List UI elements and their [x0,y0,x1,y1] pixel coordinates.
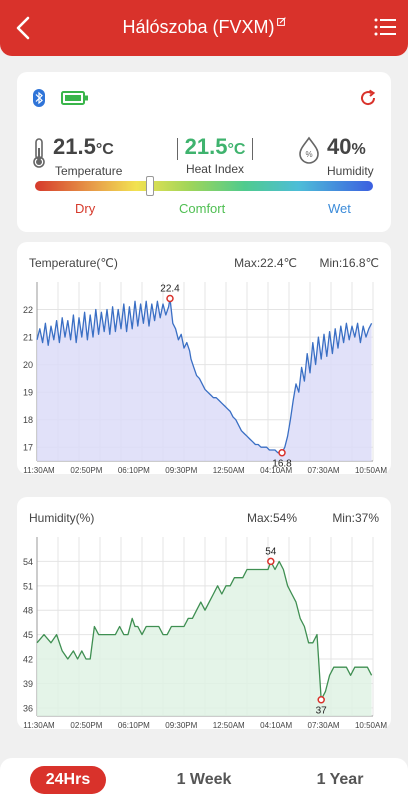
y-tick-label: 42 [23,655,33,665]
top-app-bar: Hálószoba (FVXM) [0,0,408,56]
series-line [36,297,373,454]
edit-icon[interactable] [276,17,286,26]
min-point-label: 37 [316,706,328,717]
comfort-gradient-bar [35,181,373,191]
y-tick-label: 51 [23,581,33,591]
battery-icon [61,91,88,105]
x-tick-label: 02:50PM [70,466,102,474]
heat-index-reading: 21.5°C Heat Index [165,134,265,176]
max-point [267,557,275,566]
min-point-label: 16.8 [272,459,292,470]
humidity-chart[interactable]: 36 39 42 45 48 51 54 11:30AM 02:50PM 06:10PM 09:30… [17,497,391,729]
humidity-value: 40 [327,134,352,159]
heat-index-value: 21.5 [184,134,228,159]
range-1week-button[interactable]: 1 Week [176,771,232,788]
y-tick-label: 22 [23,305,33,315]
y-tick-label: 48 [23,606,33,616]
series-area [37,561,372,716]
x-tick-label: 06:10PM [118,721,150,729]
zone-comfort-label: Comfort [179,201,226,216]
max-point-label: 22.4 [160,284,180,295]
y-tick-label: 39 [23,679,33,689]
y-tick-label: 20 [23,360,33,370]
x-tick-label: 12:50AM [213,466,245,474]
bluetooth-icon [33,89,45,107]
heat-index-unit: °C [227,141,246,158]
y-tick-label: 19 [23,388,33,398]
chart-min-label: Min:16.8℃ [319,256,379,270]
temperature-chart-card: Temperature(℃) Max:22.4℃ Min:16.8℃ 17 18 1… [17,242,391,474]
temperature-chart[interactable]: 17 18 19 20 21 22 11:30AM 02:50PM 06:10PM 09:30PM… [17,242,391,474]
humidity-label: Humidity [327,164,374,178]
x-tick-label: 11:30AM [23,466,55,474]
x-tick-label: 09:30PM [165,721,197,729]
x-tick-label: 07:30AM [308,466,340,474]
y-tick-label: 21 [23,333,33,343]
humidity-unit: % [351,141,366,158]
temperature-unit: °C [95,141,114,158]
humidity-chart-card: Humidity(%) Max:54% Min:37% 36 39 42 45 48 51… [17,497,391,729]
x-tick-label: 10:50AM [355,721,387,729]
x-tick-label: 10:50AM [355,466,387,474]
chart-title: Humidity(%) [29,511,95,525]
y-tick-label: 54 [23,557,33,567]
x-tick-label: 02:50PM [70,721,102,729]
x-tick-label: 04:10AM [260,466,292,474]
chart-min-label: Min:37% [332,511,379,525]
range-24hrs-button[interactable]: 24Hrs [30,766,106,794]
thermometer-icon [33,138,45,168]
back-arrow-icon[interactable] [6,10,42,46]
x-tick-label: 06:10PM [118,466,150,474]
max-point [166,294,174,303]
page-title: Hálószoba (FVXM) [0,17,408,38]
water-drop-icon: % [299,136,319,164]
time-range-selector: 24Hrs 1 Week 1 Year [0,758,408,800]
device-name: Hálószoba (FVXM) [122,17,275,37]
x-tick-label: 12:50AM [213,721,245,729]
min-point [317,695,325,704]
min-point [278,448,286,457]
x-tick-label: 09:30PM [165,466,197,474]
x-tick-label: 04:10AM [260,721,292,729]
y-tick-label: 17 [23,443,33,453]
max-point-label: 54 [265,546,277,557]
series-area [37,298,372,461]
heat-index-label: Heat Index [185,162,245,176]
chart-max-label: Max:22.4℃ [234,256,297,270]
x-tick-label: 11:30AM [23,721,55,729]
range-1year-button[interactable]: 1 Year [316,771,364,788]
temperature-value: 21.5 [53,134,96,159]
menu-icon[interactable] [370,12,400,42]
temperature-label: Temperature [55,164,123,178]
current-readings-card: 21.5°C Temperature 21.5°C Heat Index % 4… [17,72,391,232]
svg-text:%: % [305,150,312,159]
chart-max-label: Max:54% [246,511,297,525]
y-tick-label: 45 [23,630,33,640]
refresh-icon[interactable] [359,89,377,107]
chart-title: Temperature(℃) [29,256,118,270]
zone-wet-label: Wet [328,201,351,216]
comfort-level-marker [145,176,154,196]
zone-dry-label: Dry [75,201,96,216]
y-tick-label: 36 [23,703,33,713]
x-tick-label: 07:30AM [308,721,340,729]
y-tick-label: 18 [23,415,33,425]
series-line [36,560,373,701]
